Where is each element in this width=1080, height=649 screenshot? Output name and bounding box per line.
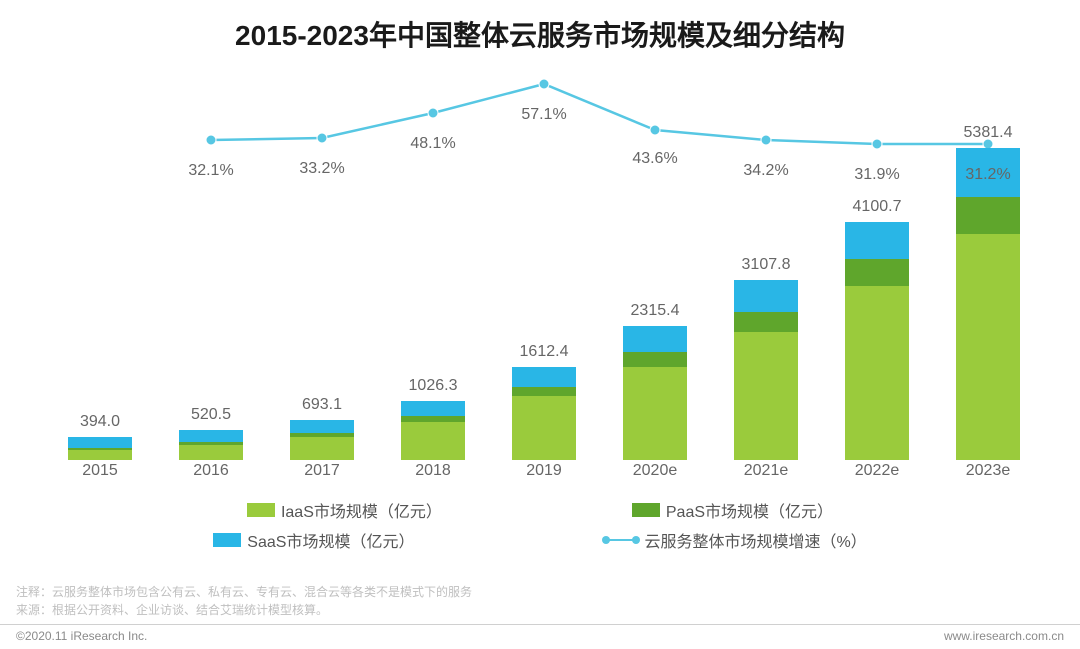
bar-seg-iaas <box>845 286 909 460</box>
bar-group: 2315.42020e <box>623 326 687 460</box>
bar-seg-saas <box>512 367 576 387</box>
growth-label: 31.2% <box>965 166 1010 184</box>
legend-swatch-paas <box>632 503 660 517</box>
bar-seg-saas <box>734 280 798 312</box>
bar-group: 4100.72022e <box>845 222 909 460</box>
bar-seg-paas <box>623 352 687 367</box>
bar-seg-iaas <box>290 437 354 460</box>
footnotes: 注释：云服务整体市场包含公有云、私有云、专有云、混合云等各类不是模式下的服务 来… <box>16 583 472 619</box>
x-axis-label: 2022e <box>845 462 909 480</box>
bar-group: 693.12017 <box>290 420 354 460</box>
bar-seg-iaas <box>623 367 687 460</box>
bar-total-label: 520.5 <box>179 406 243 426</box>
x-axis-label: 2019 <box>512 462 576 480</box>
bar-seg-saas <box>623 326 687 353</box>
growth-label: 48.1% <box>410 135 455 153</box>
bar-seg-saas <box>290 420 354 433</box>
bar-seg-iaas <box>401 422 465 460</box>
bar-seg-paas <box>956 197 1020 234</box>
bar-group: 520.52016 <box>179 430 243 460</box>
chart-plot-area: 394.02015520.52016693.120171026.32018161… <box>42 60 1044 480</box>
legend-iaas: IaaS市场规模（亿元） <box>247 498 442 522</box>
growth-label: 32.1% <box>188 162 233 180</box>
bar-total-label: 1026.3 <box>401 377 465 397</box>
bar-seg-saas <box>401 401 465 417</box>
growth-label: 31.9% <box>854 166 899 184</box>
growth-label: 34.2% <box>743 162 788 180</box>
x-axis-label: 2021e <box>734 462 798 480</box>
bar-seg-paas <box>734 312 798 332</box>
bar-total-label: 5381.4 <box>956 124 1020 144</box>
legend: IaaS市场规模（亿元） PaaS市场规模（亿元） SaaS市场规模（亿元） 云… <box>0 498 1080 558</box>
bar-seg-saas <box>68 437 132 447</box>
bar-seg-paas <box>845 259 909 286</box>
bar-seg-iaas <box>179 445 243 460</box>
legend-saas: SaaS市场规模（亿元） <box>213 528 414 552</box>
bar-group: 1612.42019 <box>512 367 576 460</box>
bar-total-label: 394.0 <box>68 413 132 433</box>
legend-swatch-saas <box>213 533 241 547</box>
legend-paas: PaaS市场规模（亿元） <box>632 498 833 522</box>
bar-group: 3107.82021e <box>734 280 798 460</box>
legend-swatch-iaas <box>247 503 275 517</box>
bar-group: 5381.42023e <box>956 148 1020 460</box>
legend-label-saas: SaaS市场规模（亿元） <box>247 528 414 552</box>
legend-label-paas: PaaS市场规模（亿元） <box>666 498 833 522</box>
x-axis-label: 2023e <box>956 462 1020 480</box>
x-axis-label: 2018 <box>401 462 465 480</box>
footer-url: www.iresearch.com.cn <box>944 629 1064 643</box>
growth-label: 43.6% <box>632 150 677 168</box>
x-axis-label: 2017 <box>290 462 354 480</box>
legend-label-line: 云服务整体市场规模增速（%） <box>644 528 866 552</box>
footnote-note: 注释：云服务整体市场包含公有云、私有云、专有云、混合云等各类不是模式下的服务 <box>16 583 472 601</box>
bar-seg-saas <box>179 430 243 442</box>
footer: ©2020.11 iResearch Inc. www.iresearch.co… <box>0 624 1080 643</box>
bar-seg-iaas <box>512 396 576 460</box>
footnote-source: 来源：根据公开资料、企业访谈、结合艾瑞统计模型核算。 <box>16 601 472 619</box>
x-axis-label: 2020e <box>623 462 687 480</box>
bar-total-label: 3107.8 <box>734 256 798 276</box>
chart-title: 2015-2023年中国整体云服务市场规模及细分结构 <box>0 0 1080 54</box>
footer-copyright: ©2020.11 iResearch Inc. <box>16 629 147 643</box>
bar-total-label: 693.1 <box>290 396 354 416</box>
bar-group: 394.02015 <box>68 437 132 460</box>
bar-group: 1026.32018 <box>401 401 465 460</box>
x-axis-label: 2015 <box>68 462 132 480</box>
bar-total-label: 1612.4 <box>512 343 576 363</box>
legend-line-marker <box>604 539 638 541</box>
bar-seg-paas <box>512 387 576 396</box>
bar-seg-saas <box>845 222 909 259</box>
growth-label: 33.2% <box>299 160 344 178</box>
growth-label: 57.1% <box>521 106 566 124</box>
bar-total-label: 2315.4 <box>623 302 687 322</box>
bar-seg-iaas <box>68 450 132 460</box>
legend-line-item: 云服务整体市场规模增速（%） <box>604 528 866 552</box>
bar-seg-iaas <box>734 332 798 460</box>
bar-total-label: 4100.7 <box>845 198 909 218</box>
bar-seg-iaas <box>956 234 1020 460</box>
legend-label-iaas: IaaS市场规模（亿元） <box>281 498 442 522</box>
x-axis-label: 2016 <box>179 462 243 480</box>
